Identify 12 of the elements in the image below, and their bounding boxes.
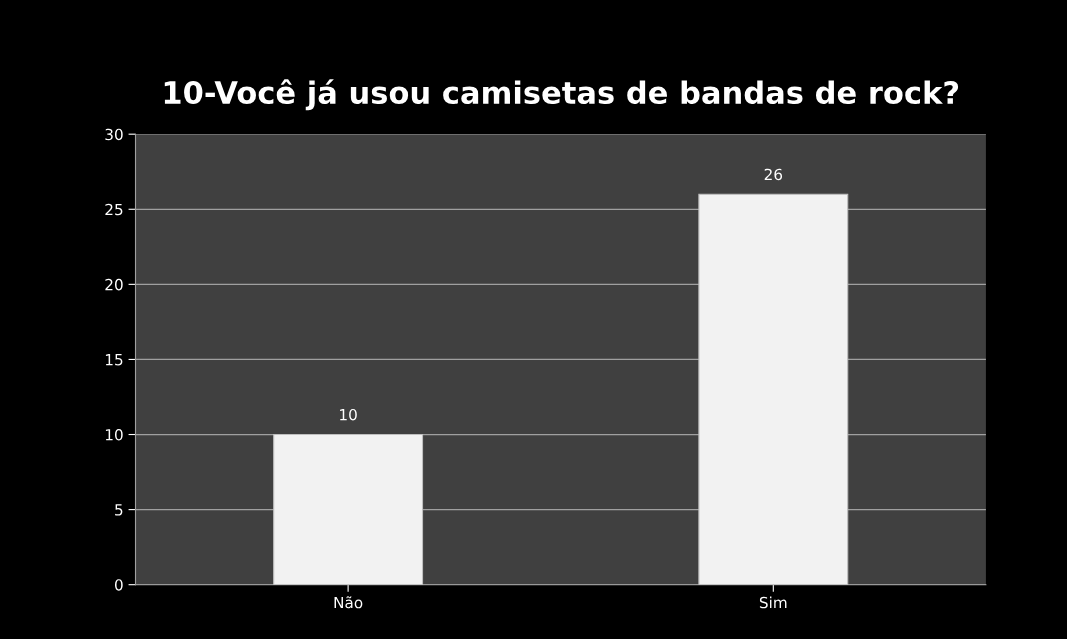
data-label: 26 xyxy=(764,168,783,181)
y-tick-label: 20 xyxy=(105,278,123,291)
x-tick-label: Sim xyxy=(759,596,787,609)
y-tick-label: 15 xyxy=(105,354,123,366)
chart-title: 10-Você já usou camisetas de bandas de rock? xyxy=(164,79,959,111)
y-tick-label: 25 xyxy=(105,203,123,216)
y-tick-label: 10 xyxy=(105,428,123,441)
y-tick-label: 5 xyxy=(115,504,123,516)
data-label: 10 xyxy=(340,408,357,421)
x-tick-label: Não xyxy=(334,596,363,609)
y-tick-label: 30 xyxy=(105,128,123,141)
y-tick-label: 0 xyxy=(114,579,123,591)
